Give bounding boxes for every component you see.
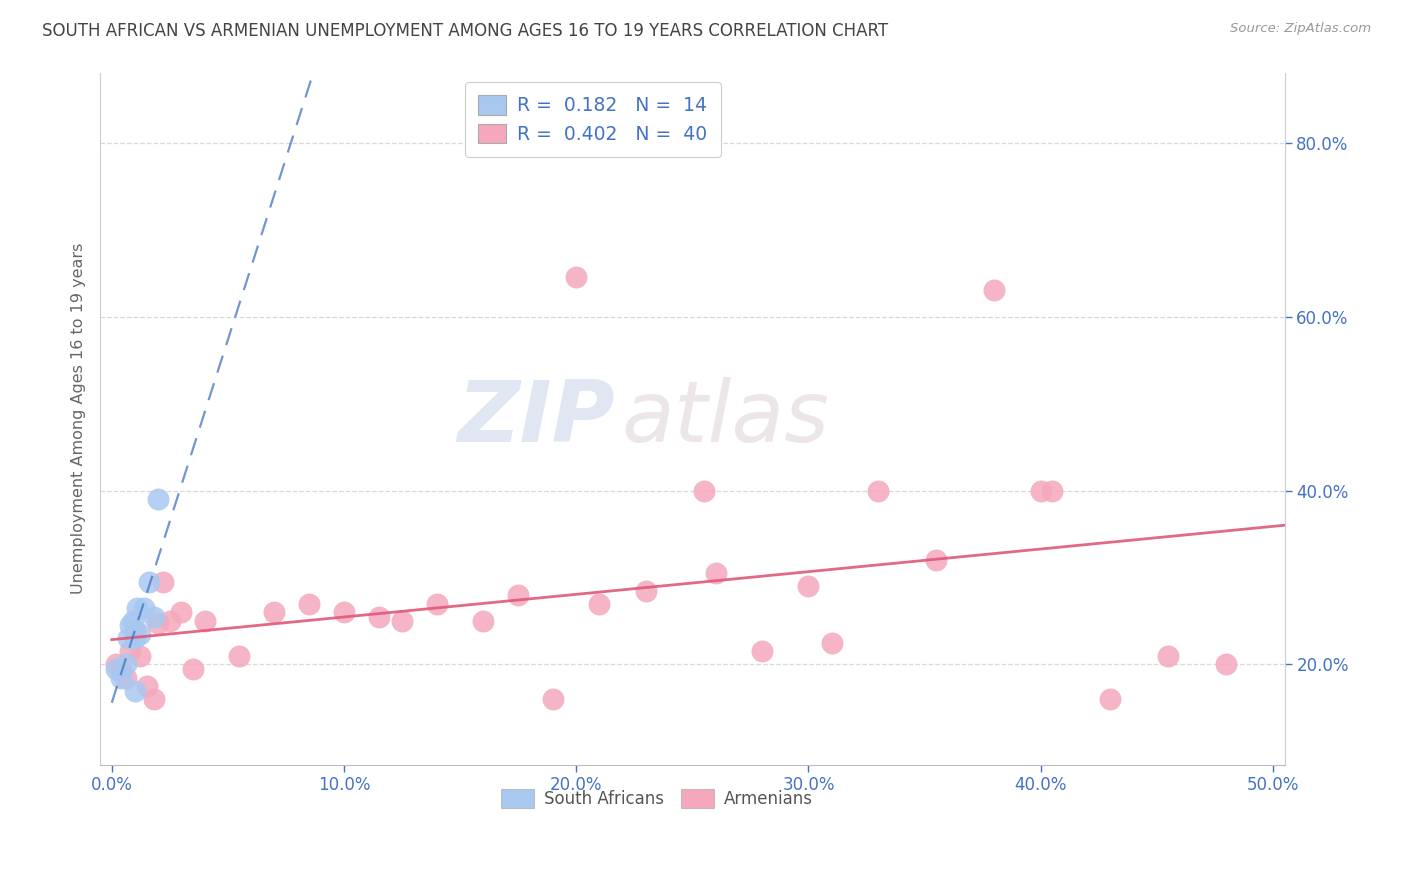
Point — [128, 648, 150, 663]
Point — [105, 662, 128, 676]
Point — [114, 657, 136, 672]
Point — [117, 632, 139, 646]
Point — [541, 692, 564, 706]
Point — [1099, 692, 1122, 706]
Point — [426, 597, 449, 611]
Point — [751, 644, 773, 658]
Point — [925, 553, 948, 567]
Point — [1029, 483, 1052, 498]
Point — [298, 597, 321, 611]
Point — [148, 615, 170, 630]
Y-axis label: Unemployment Among Ages 16 to 19 years: Unemployment Among Ages 16 to 19 years — [72, 243, 86, 594]
Point — [138, 574, 160, 589]
Text: ZIP: ZIP — [458, 377, 616, 460]
Point — [1215, 657, 1237, 672]
Point — [472, 614, 495, 628]
Point — [228, 648, 250, 663]
Point — [194, 614, 217, 628]
Point — [159, 614, 181, 628]
Text: atlas: atlas — [621, 377, 830, 460]
Point — [135, 679, 157, 693]
Point — [693, 483, 716, 498]
Point — [181, 662, 204, 676]
Point — [110, 662, 132, 676]
Text: SOUTH AFRICAN VS ARMENIAN UNEMPLOYMENT AMONG AGES 16 TO 19 YEARS CORRELATION CHA: SOUTH AFRICAN VS ARMENIAN UNEMPLOYMENT A… — [42, 22, 889, 40]
Point — [142, 692, 165, 706]
Point — [120, 644, 142, 658]
Point — [120, 618, 142, 632]
Point — [124, 683, 146, 698]
Point — [367, 609, 389, 624]
Point — [821, 636, 844, 650]
Point — [983, 284, 1005, 298]
Point — [128, 627, 150, 641]
Point — [263, 605, 285, 619]
Point — [704, 566, 727, 581]
Point — [565, 270, 588, 285]
Text: Source: ZipAtlas.com: Source: ZipAtlas.com — [1230, 22, 1371, 36]
Point — [152, 574, 174, 589]
Point — [110, 671, 132, 685]
Point — [868, 483, 890, 498]
Legend: South Africans, Armenians: South Africans, Armenians — [494, 782, 820, 815]
Point — [124, 623, 146, 637]
Point — [1040, 483, 1063, 498]
Point — [508, 588, 530, 602]
Point — [588, 597, 610, 611]
Point — [634, 583, 657, 598]
Point — [148, 492, 170, 507]
Point — [170, 605, 193, 619]
Point — [142, 609, 165, 624]
Point — [124, 632, 146, 646]
Point — [114, 671, 136, 685]
Point — [127, 601, 149, 615]
Point — [797, 579, 820, 593]
Point — [105, 657, 128, 672]
Point — [391, 614, 413, 628]
Point — [121, 614, 143, 628]
Point — [134, 601, 156, 615]
Point — [1157, 648, 1180, 663]
Point — [333, 605, 356, 619]
